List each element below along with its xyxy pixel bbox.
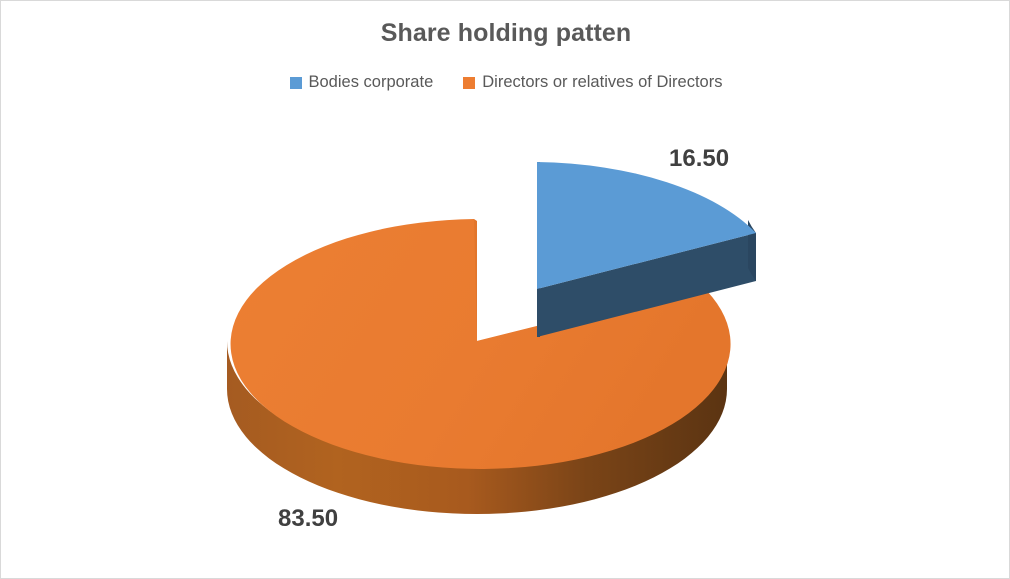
pie-slice-orange-top [230,219,731,469]
legend-label-directors: Directors or relatives of Directors [482,73,723,91]
legend-label-bodies-corporate: Bodies corporate [308,73,434,91]
pie-slice-blue-rim-front [537,233,756,337]
pie-slice-orange[interactable] [227,219,731,514]
chart-title: Share holding patten [380,19,632,47]
legend-swatch-blue-icon [289,76,302,89]
pie-slice-orange-rim [227,341,727,514]
chart-legend: Bodies corporate Directors or relatives … [1,73,1009,92]
legend-item-directors[interactable]: Directors or relatives of Directors [463,73,722,92]
data-label-directors: 83.50 [278,505,339,532]
legend-item-bodies-corporate[interactable]: Bodies corporate [289,73,434,92]
pie-slice-blue-rim-outer [748,220,756,281]
pie-slice-blue-top [537,162,756,289]
data-label-bodies-corporate: 16.50 [669,145,730,172]
pie-slice-blue[interactable] [537,162,756,337]
legend-swatch-orange-icon [463,76,476,89]
